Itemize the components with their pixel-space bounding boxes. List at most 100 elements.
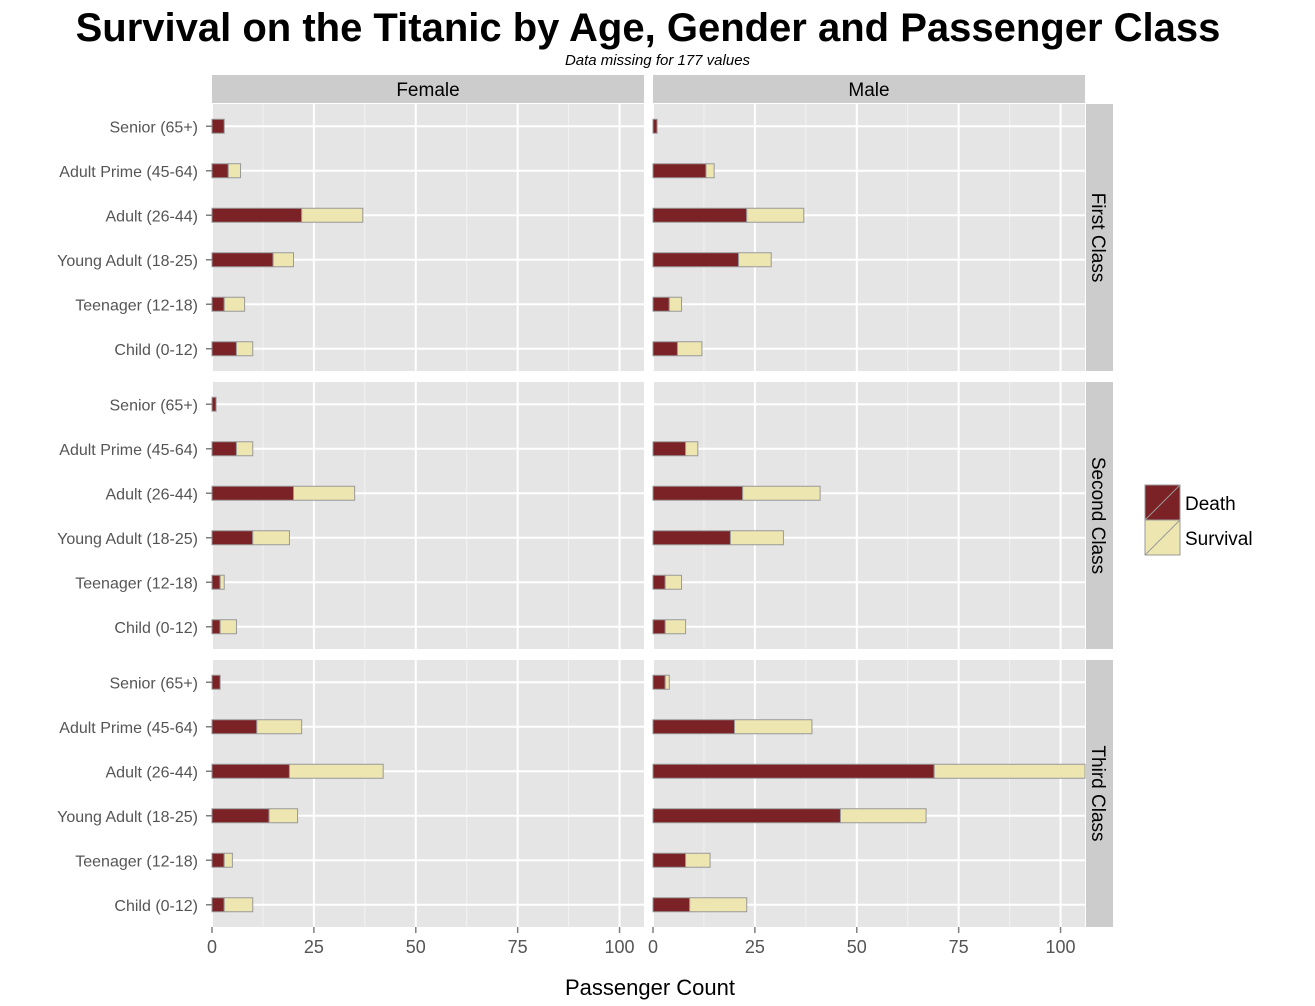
facet-label-third-class: Third Class xyxy=(1087,745,1108,841)
y-tick-label: Young Adult (18-25) xyxy=(57,531,198,548)
y-tick-label: Adult (26-44) xyxy=(106,764,199,781)
bar-survival-male-first-class-young-adult-18-25 xyxy=(738,252,772,268)
bar-death-female-third-class-adult-prime-45-64 xyxy=(211,719,258,735)
bar-death-male-first-class-teenager-12-18 xyxy=(652,296,670,312)
bar-death-female-third-class-teenager-12-18 xyxy=(211,852,225,868)
bar-death-male-third-class-senior-65 xyxy=(652,674,666,690)
y-tick-label: Child (0-12) xyxy=(114,342,198,359)
x-tick-label: 0 xyxy=(207,937,217,957)
legend-key-slash xyxy=(1144,484,1181,521)
y-tick-label: Senior (65+) xyxy=(110,675,199,692)
panel-male-third-class xyxy=(653,660,1085,927)
legend-key-slash xyxy=(1144,519,1181,556)
bar-survival-female-second-class-child-0-12 xyxy=(219,619,237,635)
bar-death-female-first-class-child-0-12 xyxy=(211,341,237,357)
chart-subtitle: Data missing for 177 values xyxy=(564,52,751,69)
y-tick-label: Adult Prime (45-64) xyxy=(59,164,198,181)
bar-death-male-second-class-child-0-12 xyxy=(652,619,666,635)
panel-female-second-class xyxy=(212,382,644,649)
facet-label-male: Male xyxy=(848,80,889,101)
x-tick-label: 100 xyxy=(605,937,635,957)
bar-death-female-second-class-senior-65 xyxy=(211,396,217,412)
bar-death-female-first-class-young-adult-18-25 xyxy=(211,252,274,268)
bar-survival-male-second-class-young-adult-18-25 xyxy=(729,530,784,546)
bar-death-female-first-class-teenager-12-18 xyxy=(211,296,225,312)
bar-survival-female-first-class-adult-26-44 xyxy=(301,207,364,223)
bar-death-female-first-class-adult-prime-45-64 xyxy=(211,163,229,179)
x-tick-label: 50 xyxy=(847,937,867,957)
bar-survival-male-second-class-teenager-12-18 xyxy=(664,574,683,590)
facet-strip-third-class xyxy=(1086,660,1113,927)
x-axis-label: Passenger Count xyxy=(565,975,735,1000)
facet-strip-female xyxy=(212,75,644,103)
bar-survival-female-first-class-child-0-12 xyxy=(235,341,254,357)
bar-survival-male-third-class-adult-prime-45-64 xyxy=(734,719,813,735)
bar-death-female-third-class-senior-65 xyxy=(211,674,221,690)
y-tick-label: Adult (26-44) xyxy=(106,486,199,503)
bar-death-male-third-class-young-adult-18-25 xyxy=(652,808,841,824)
bar-survival-female-second-class-teenager-12-18 xyxy=(219,574,225,590)
facet-strip-first-class xyxy=(1086,104,1113,371)
facet-label-female: Female xyxy=(396,80,459,101)
bar-survival-male-second-class-child-0-12 xyxy=(664,619,687,635)
panel-female-first-class xyxy=(212,104,644,371)
bar-death-female-second-class-adult-26-44 xyxy=(211,485,295,501)
bar-death-female-third-class-child-0-12 xyxy=(211,897,225,913)
y-tick-label: Adult Prime (45-64) xyxy=(59,720,198,737)
panel-male-first-class xyxy=(653,104,1085,371)
bar-survival-female-second-class-adult-prime-45-64 xyxy=(235,441,254,457)
facet-strip-male xyxy=(653,75,1085,103)
y-tick-label: Young Adult (18-25) xyxy=(57,809,198,826)
bar-death-female-second-class-teenager-12-18 xyxy=(211,574,221,590)
bar-survival-male-second-class-adult-prime-45-64 xyxy=(685,441,699,457)
legend-label-survival: Survival xyxy=(1185,529,1253,550)
bar-death-male-third-class-teenager-12-18 xyxy=(652,852,687,868)
y-tick-label: Adult (26-44) xyxy=(106,208,199,225)
bar-survival-male-third-class-adult-26-44 xyxy=(933,763,1086,779)
x-tick-label: 75 xyxy=(508,937,528,957)
x-tick-label: 50 xyxy=(406,937,426,957)
panel-male-second-class xyxy=(653,382,1085,649)
y-tick-label: Senior (65+) xyxy=(110,119,199,136)
bar-death-female-first-class-senior-65 xyxy=(211,118,225,134)
bar-survival-female-second-class-young-adult-18-25 xyxy=(252,530,290,546)
bar-survival-female-third-class-teenager-12-18 xyxy=(223,852,233,868)
bar-survival-female-first-class-teenager-12-18 xyxy=(223,296,246,312)
bar-survival-male-third-class-young-adult-18-25 xyxy=(839,808,927,824)
bar-death-male-second-class-adult-prime-45-64 xyxy=(652,441,687,457)
bar-survival-female-first-class-adult-prime-45-64 xyxy=(227,163,242,179)
chart-title: Survival on the Titanic by Age, Gender a… xyxy=(75,6,1221,50)
bar-death-male-second-class-teenager-12-18 xyxy=(652,574,666,590)
y-tick-label: Child (0-12) xyxy=(114,898,198,915)
panel-female-third-class xyxy=(212,660,644,927)
y-tick-label: Teenager (12-18) xyxy=(75,853,198,870)
bar-survival-female-third-class-adult-26-44 xyxy=(288,763,384,779)
bar-death-male-first-class-adult-prime-45-64 xyxy=(652,163,707,179)
bar-death-female-second-class-young-adult-18-25 xyxy=(211,530,254,546)
bar-survival-male-first-class-child-0-12 xyxy=(676,341,703,357)
bar-survival-female-first-class-young-adult-18-25 xyxy=(272,252,295,268)
bar-survival-female-second-class-adult-26-44 xyxy=(293,485,356,501)
bar-survival-male-second-class-adult-26-44 xyxy=(742,485,821,501)
bar-death-male-first-class-young-adult-18-25 xyxy=(652,252,740,268)
facet-label-second-class: Second Class xyxy=(1087,457,1108,574)
y-tick-label: Young Adult (18-25) xyxy=(57,253,198,270)
bar-death-male-third-class-child-0-12 xyxy=(652,897,691,913)
y-tick-label: Teenager (12-18) xyxy=(75,297,198,314)
y-tick-label: Adult Prime (45-64) xyxy=(59,442,198,459)
y-tick-label: Child (0-12) xyxy=(114,620,198,637)
bar-survival-female-third-class-young-adult-18-25 xyxy=(268,808,299,824)
bar-death-male-first-class-adult-26-44 xyxy=(652,207,748,223)
x-tick-label: 100 xyxy=(1046,937,1076,957)
bar-death-male-first-class-child-0-12 xyxy=(652,341,678,357)
y-tick-label: Senior (65+) xyxy=(110,397,199,414)
bar-survival-male-first-class-adult-prime-45-64 xyxy=(705,163,715,179)
bar-death-female-second-class-adult-prime-45-64 xyxy=(211,441,237,457)
bar-death-male-second-class-adult-26-44 xyxy=(652,485,744,501)
bar-death-male-third-class-adult-prime-45-64 xyxy=(652,719,736,735)
y-tick-label: Teenager (12-18) xyxy=(75,575,198,592)
x-tick-label: 25 xyxy=(304,937,324,957)
bar-survival-female-third-class-child-0-12 xyxy=(223,897,254,913)
